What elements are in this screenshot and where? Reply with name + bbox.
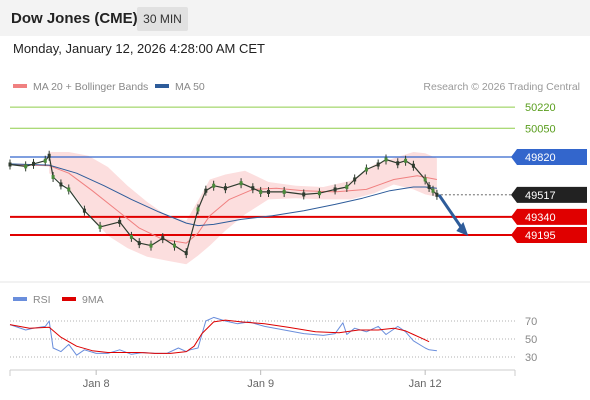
price-candle <box>404 158 408 163</box>
ma50-line <box>9 163 437 227</box>
price-candle <box>259 189 263 194</box>
price-candle <box>51 174 55 179</box>
price-candle <box>47 153 51 158</box>
price-candle <box>251 186 255 191</box>
price-candle <box>118 219 122 224</box>
price-candle <box>282 189 286 194</box>
price-candle <box>267 189 270 194</box>
price-candle <box>32 161 35 166</box>
rsi-tick-label-70: 70 <box>525 316 537 328</box>
rsi-tick-label-30: 30 <box>525 352 537 364</box>
header-bar <box>0 0 590 36</box>
projection-arrow-shaft <box>437 193 464 230</box>
price-candle <box>24 164 28 169</box>
price-candle <box>173 243 176 248</box>
price-candle <box>364 167 368 172</box>
timeframe-button[interactable]: 30 MIN <box>137 7 188 31</box>
last-price-label: 49517 <box>525 190 556 202</box>
price-candle <box>161 236 165 241</box>
price-candle <box>345 184 349 189</box>
price-candle <box>204 188 208 193</box>
support-label-49340: 49340 <box>525 212 556 224</box>
x-tick-label: Jan 8 <box>83 378 110 390</box>
price-candle <box>353 177 357 182</box>
bollinger-band <box>49 152 437 265</box>
price-candle <box>435 192 439 197</box>
price-candle <box>239 181 243 186</box>
price-candle <box>184 251 188 256</box>
price-candle <box>427 184 431 189</box>
price-candle <box>196 207 200 212</box>
last-price-badge <box>511 186 587 203</box>
ma20-legend-swatch <box>13 84 27 88</box>
price-candle <box>137 241 141 246</box>
price-candle <box>376 162 380 167</box>
ma9-legend-label: 9MA <box>82 294 104 306</box>
price-candle <box>59 182 63 187</box>
price-candle <box>317 191 321 196</box>
rsi-line <box>9 316 437 356</box>
pivot-label: 49820 <box>525 152 556 164</box>
price-candle <box>43 158 47 163</box>
support-label-49195: 49195 <box>525 230 556 242</box>
price-candle <box>431 188 435 193</box>
ma20-legend-label: MA 20 + Bollinger Bands <box>33 81 148 93</box>
ma9-legend-swatch <box>62 297 76 301</box>
rsi-legend-swatch <box>13 297 27 301</box>
ma50-legend-label: MA 50 <box>175 81 205 93</box>
rsi-tick-label-50: 50 <box>525 334 537 346</box>
ma50-legend-swatch <box>155 84 169 88</box>
pivot-badge <box>511 149 587 165</box>
price-candle <box>129 234 133 239</box>
target-label-50220: 50220 <box>525 102 556 114</box>
rsi-ma9-line <box>9 319 430 354</box>
price-candle <box>302 192 306 197</box>
rsi-legend-label: RSI <box>33 294 51 306</box>
price-candle <box>8 162 12 167</box>
price-candle <box>223 186 227 191</box>
support-badge-49340 <box>511 208 587 225</box>
support-badge-49195 <box>511 227 587 243</box>
credit-text: Research © 2026 Trading Central <box>423 81 580 93</box>
price-candle <box>423 177 427 182</box>
x-tick-label: Jan 9 <box>247 378 274 390</box>
chart-datetime: Monday, January 12, 2026 4:28:00 AM CET <box>13 41 265 56</box>
ma20-line <box>9 164 437 244</box>
instrument-title: Dow Jones (CME) <box>11 10 138 27</box>
target-label-50050: 50050 <box>525 123 556 135</box>
price-candle <box>149 243 153 248</box>
price-candle <box>82 208 86 213</box>
price-candle <box>212 183 216 188</box>
price-candle <box>396 161 400 166</box>
x-tick-label: Jan 12 <box>409 378 442 390</box>
price-candle <box>333 187 337 192</box>
price-candle <box>384 157 388 162</box>
price-candle <box>98 224 102 229</box>
price-candle <box>67 187 71 192</box>
projection-arrow-head <box>456 222 469 236</box>
price-candle <box>411 163 415 168</box>
